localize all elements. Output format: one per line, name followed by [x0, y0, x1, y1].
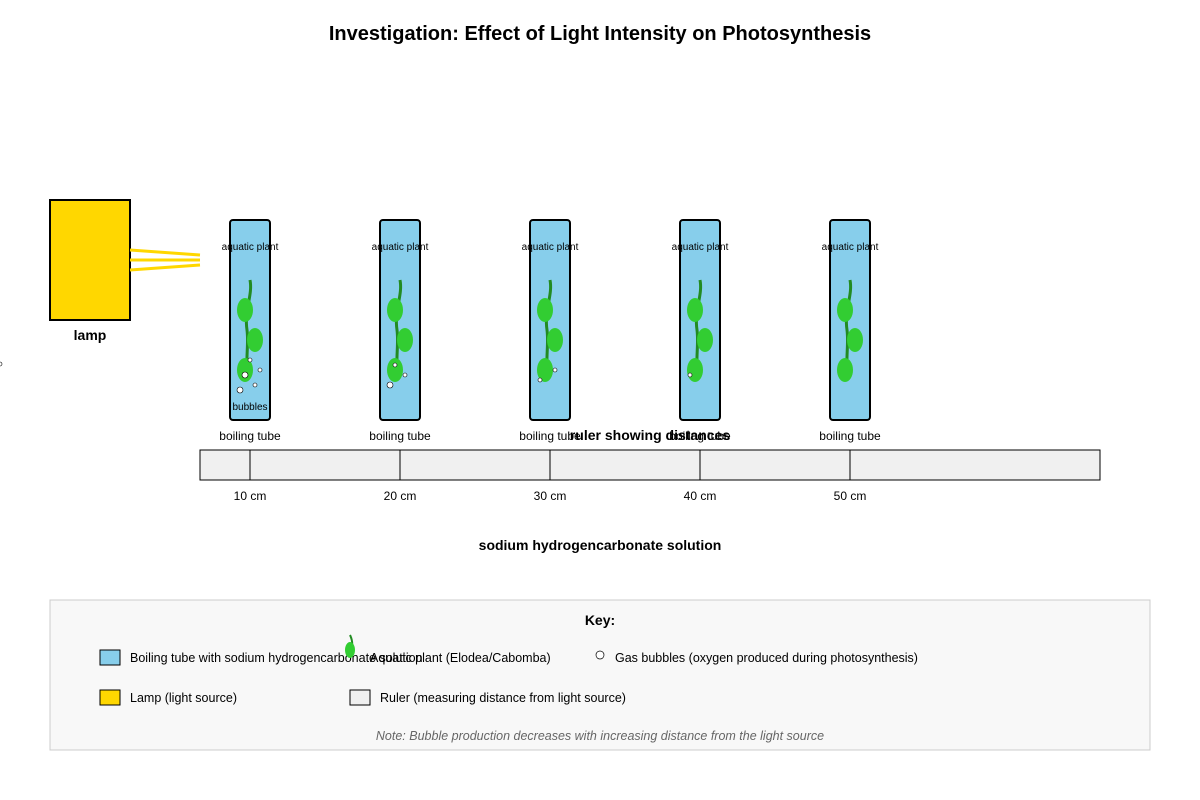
ruler-swatch-icon: [349, 689, 371, 706]
plant-leaf: [687, 358, 703, 382]
key-item-bubbles: Gas bubbles (oxygen produced during phot…: [615, 651, 918, 665]
plant-label: aquatic plant: [372, 242, 429, 253]
light-rays: [129, 248, 201, 272]
lamp: lamp: [49, 199, 201, 343]
aquatic-plant: [537, 279, 563, 382]
aquatic-plant: [837, 279, 863, 382]
key-item-ruler: Ruler (measuring distance from light sou…: [380, 691, 626, 705]
tube-label: boiling tube: [219, 429, 281, 443]
boiling-tube: aquatic plant boiling tube: [669, 219, 731, 443]
plant-leaf: [687, 298, 703, 322]
ruler: 10 cm 20 cm 30 cm 40 cm 50 cm ruler showing …: [199, 427, 1101, 503]
plant-leaf: [537, 298, 553, 322]
boiling-tube: aquatic plant boiling tube: [369, 219, 431, 443]
bubble: [402, 372, 408, 378]
ruler-tick-label: 40 cm: [684, 489, 717, 503]
diagram-title: Investigation: Effect of Light Intensity…: [329, 23, 871, 45]
tube-label: boiling tube: [369, 429, 431, 443]
key-title: Key:: [585, 612, 615, 628]
bubble: [552, 367, 558, 373]
solution-label: sodium hydrogencarbonate solution: [479, 537, 722, 553]
plant-leaf: [697, 328, 713, 352]
aquatic-plant: [687, 279, 713, 382]
bubble: [537, 377, 543, 383]
plant-leaf: [397, 328, 413, 352]
bubble-icon: [0, 361, 3, 367]
bubble: [687, 372, 693, 378]
aquatic-plant: [387, 279, 413, 382]
plant-leaf: [537, 358, 553, 382]
key-panel: Key: Boiling tube with sodium hydrogenca…: [49, 599, 1151, 751]
plant-leaf: [247, 328, 263, 352]
ruler-ticks: 10 cm 20 cm 30 cm 40 cm 50 cm: [234, 450, 867, 503]
light-ray: [129, 263, 201, 272]
plant-leaf: [547, 328, 563, 352]
bubble: [386, 381, 394, 389]
bubble: [241, 371, 249, 379]
ruler-title: ruler showing distances: [570, 427, 730, 443]
boiling-tube: aquatic plant boiling tube: [819, 219, 881, 443]
plant-icon: [345, 634, 355, 658]
tube-label: boiling tube: [519, 429, 581, 443]
plant-label: aquatic plant: [822, 242, 879, 253]
bubble-icon: [595, 650, 605, 660]
bubble: [252, 382, 258, 388]
ruler-tick-label: 30 cm: [534, 489, 567, 503]
tube-swatch-icon: [99, 649, 121, 666]
key-item-lamp: Lamp (light source): [130, 691, 237, 705]
aquatic-plant: [237, 279, 263, 382]
plant-leaf: [837, 358, 853, 382]
key-item-plant: Aquatic plant (Elodea/Cabomba): [370, 651, 551, 665]
plant-leaf: [847, 328, 863, 352]
ruler-body: [199, 449, 1101, 481]
tube-label: boiling tube: [819, 429, 881, 443]
plant-label: aquatic plant: [522, 242, 579, 253]
bubble: [392, 362, 398, 368]
plant-label: aquatic plant: [672, 242, 729, 253]
plant-leaf: [237, 298, 253, 322]
bubble: [236, 386, 244, 394]
boiling-tube: aquatic plant boiling tube: [519, 219, 581, 443]
lamp-body: [49, 199, 131, 321]
ruler-tick-label: 10 cm: [234, 489, 267, 503]
lamp-label: lamp: [74, 327, 107, 343]
plant-leaf: [387, 298, 403, 322]
key-box: [49, 599, 1151, 751]
bubbles-label: bubbles: [232, 402, 267, 413]
plant-leaf: [237, 358, 253, 382]
ruler-tick-label: 50 cm: [834, 489, 867, 503]
light-ray: [129, 248, 201, 257]
key-note: Note: Bubble production decreases with i…: [376, 729, 824, 743]
plant-leaf: [837, 298, 853, 322]
bubble: [257, 367, 263, 373]
plant-leaf: [387, 358, 403, 382]
plant-label: aquatic plant: [222, 242, 279, 253]
ruler-tick-label: 20 cm: [384, 489, 417, 503]
bubble: [247, 357, 253, 363]
lamp-swatch-icon: [99, 689, 121, 706]
boiling-tube: aquatic plant bubbles boiling tube: [219, 219, 281, 443]
tube-label: boiling tube: [669, 429, 731, 443]
